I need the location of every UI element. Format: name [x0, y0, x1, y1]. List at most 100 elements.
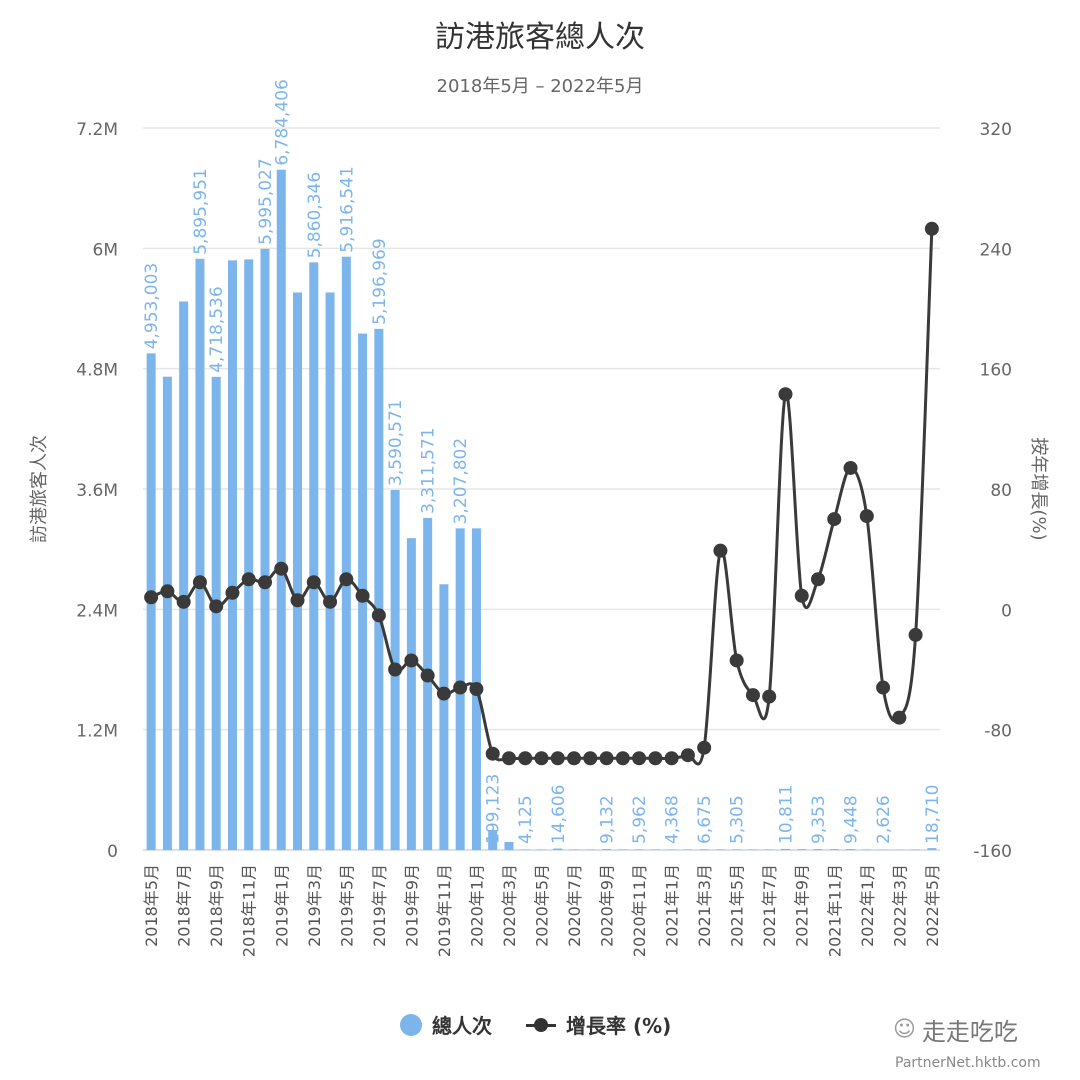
bar[interactable] — [504, 841, 514, 850]
legend-item-line[interactable]: 增長率 (%) — [526, 1010, 671, 1039]
line-marker[interactable] — [160, 584, 175, 599]
line-marker[interactable] — [534, 751, 549, 766]
line-marker[interactable] — [404, 653, 419, 668]
x-tick-label: 2019年3月 — [305, 864, 324, 947]
x-tick-label: 2018年11月 — [240, 864, 259, 957]
line-marker[interactable] — [729, 653, 744, 668]
line-marker[interactable] — [811, 572, 826, 587]
bar[interactable] — [325, 292, 335, 850]
bar[interactable] — [439, 584, 449, 850]
line-marker[interactable] — [567, 751, 582, 766]
line-marker[interactable] — [664, 751, 679, 766]
line-marker[interactable] — [176, 594, 191, 609]
bar[interactable] — [634, 849, 644, 850]
line-marker[interactable] — [371, 608, 386, 623]
line-marker[interactable] — [355, 588, 370, 603]
bar-data-label: 4,368 — [663, 795, 683, 844]
line-marker[interactable] — [469, 682, 484, 697]
line-marker[interactable] — [339, 572, 354, 587]
line-marker[interactable] — [257, 575, 272, 590]
bar[interactable] — [406, 538, 416, 850]
bar[interactable] — [260, 248, 270, 850]
line-marker[interactable] — [209, 599, 224, 614]
line-marker[interactable] — [778, 387, 793, 402]
line-marker[interactable] — [241, 572, 256, 587]
bar-data-label: 3,590,571 — [386, 399, 406, 486]
line-marker[interactable] — [518, 751, 533, 766]
x-tick-label: 2018年5月 — [142, 864, 161, 947]
bar[interactable] — [699, 849, 709, 850]
line-marker[interactable] — [599, 751, 614, 766]
line-marker[interactable] — [501, 751, 516, 766]
line-marker[interactable] — [745, 688, 760, 703]
bar[interactable] — [309, 262, 319, 850]
line-marker[interactable] — [924, 221, 939, 236]
bar-data-label: 5,196,969 — [370, 238, 390, 325]
line-marker[interactable] — [680, 748, 695, 763]
bar[interactable] — [797, 849, 807, 850]
bar[interactable] — [423, 517, 433, 850]
line-marker[interactable] — [290, 593, 305, 608]
line-marker[interactable] — [762, 689, 777, 704]
bar[interactable] — [227, 260, 237, 850]
line-marker[interactable] — [485, 746, 500, 761]
line-marker[interactable] — [453, 680, 468, 695]
x-tick-label: 2020年3月 — [500, 864, 519, 947]
line-marker[interactable] — [323, 594, 338, 609]
line-marker-icon — [526, 1015, 556, 1035]
line-marker[interactable] — [876, 680, 891, 695]
line-marker[interactable] — [697, 740, 712, 755]
line-marker[interactable] — [859, 509, 874, 524]
right-tick-label: 80 — [990, 481, 1012, 501]
bar-data-label: 3,311,571 — [419, 427, 439, 514]
bar[interactable] — [374, 328, 384, 850]
bar[interactable] — [813, 849, 823, 850]
bar[interactable] — [553, 848, 563, 850]
bar[interactable] — [602, 849, 612, 850]
line-marker[interactable] — [583, 751, 598, 766]
line-marker[interactable] — [436, 686, 451, 701]
bar[interactable] — [341, 256, 351, 851]
bar[interactable] — [829, 849, 839, 850]
line-marker[interactable] — [794, 588, 809, 603]
line-marker[interactable] — [632, 751, 647, 766]
bar[interactable] — [780, 848, 790, 850]
x-tick-label: 2020年9月 — [598, 864, 617, 947]
line-marker[interactable] — [192, 575, 207, 590]
bar[interactable] — [846, 849, 856, 850]
line-marker[interactable] — [274, 561, 289, 576]
bar[interactable] — [683, 849, 693, 850]
line-marker[interactable] — [827, 512, 842, 527]
bar[interactable] — [488, 830, 498, 850]
bar[interactable] — [715, 849, 725, 850]
line-marker[interactable] — [648, 751, 663, 766]
x-tick-label: 2020年11月 — [630, 864, 649, 957]
bar[interactable] — [179, 301, 189, 850]
right-tick-label: 240 — [980, 240, 1012, 260]
legend-item-bars[interactable]: 總人次 — [400, 1010, 492, 1039]
line-marker[interactable] — [615, 751, 630, 766]
bar[interactable] — [244, 259, 254, 850]
bar[interactable] — [195, 258, 205, 850]
line-marker[interactable] — [225, 585, 240, 600]
line-marker[interactable] — [908, 627, 923, 642]
line-marker[interactable] — [420, 668, 435, 683]
bar[interactable] — [211, 376, 221, 850]
source-credit: PartnerNet.hktb.com — [895, 1055, 1041, 1071]
bar-data-label: 5,895,951 — [191, 168, 211, 255]
line-marker[interactable] — [144, 590, 159, 605]
bar[interactable] — [569, 849, 579, 850]
bar[interactable] — [732, 849, 742, 850]
line-marker[interactable] — [713, 543, 728, 558]
line-marker[interactable] — [843, 460, 858, 475]
bar[interactable] — [927, 848, 937, 850]
line-marker[interactable] — [892, 710, 907, 725]
bar[interactable] — [276, 169, 286, 851]
bar[interactable] — [162, 376, 172, 850]
bar[interactable] — [293, 292, 303, 850]
bar-data-label: 18,710 — [923, 785, 943, 844]
line-marker[interactable] — [550, 751, 565, 766]
line-marker[interactable] — [306, 575, 321, 590]
line-marker[interactable] — [388, 662, 403, 677]
bar[interactable] — [618, 849, 628, 850]
